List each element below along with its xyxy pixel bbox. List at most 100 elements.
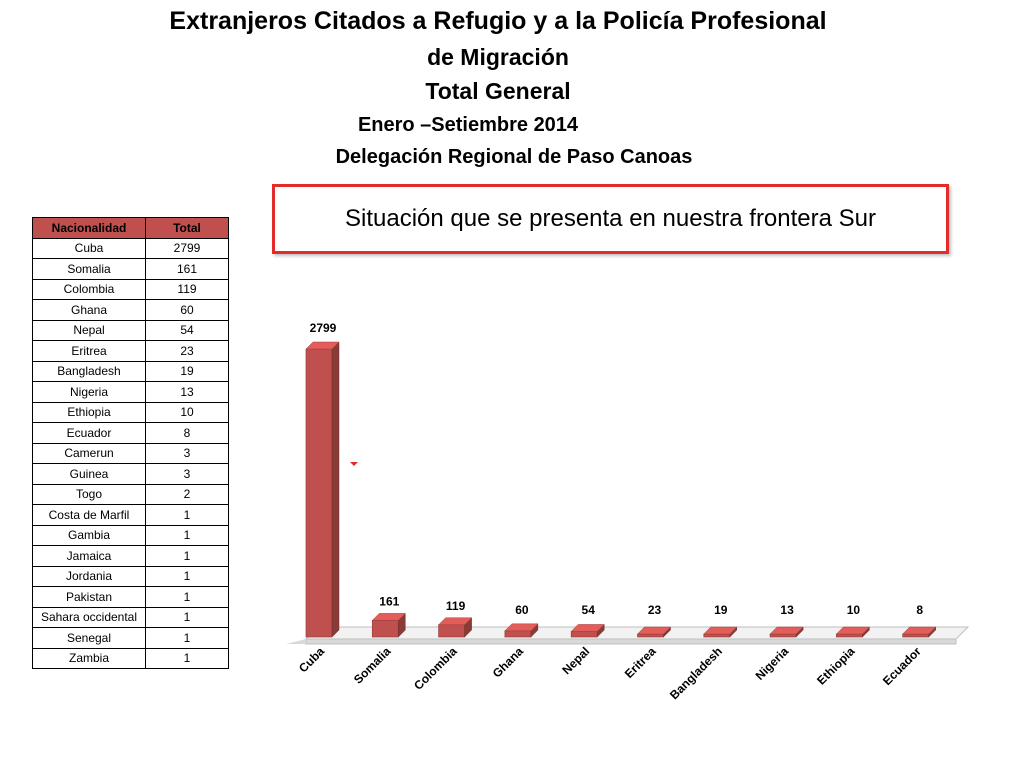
cell-nacionalidad: Camerun [32, 442, 146, 464]
cell-total: 60 [145, 299, 229, 321]
cell-nacionalidad: Somalia [32, 258, 146, 280]
bar-top [371, 613, 406, 621]
category-label-bangladesh: Bangladesh [667, 644, 725, 702]
category-label-nigeria: Nigeria [753, 644, 792, 683]
chart-bars [305, 341, 937, 638]
cell-total: 161 [145, 258, 229, 280]
data-label-eritrea: 23 [648, 603, 662, 617]
bar-ethiopia [835, 626, 871, 638]
data-label-ecuador: 8 [916, 603, 923, 617]
bar-nepal [570, 623, 605, 638]
header-total: Total [145, 217, 229, 239]
bar-front [438, 624, 465, 638]
floor-front [305, 638, 957, 645]
floor-edge [286, 639, 306, 644]
table-row: Costa de Marfil 1 [32, 504, 229, 526]
marker-triangle-shape [350, 462, 358, 466]
bar-cuba [305, 341, 340, 638]
cell-nacionalidad: Bangladesh [32, 360, 146, 382]
table-body: Cuba 2799 Somalia 161 Colombia 119 Ghana 60 Nepa… [32, 237, 229, 669]
table-row: Ethiopia 10 [32, 401, 229, 423]
title-line-2: de Migración [427, 44, 569, 70]
bar-front [769, 633, 797, 638]
marker-triangle [350, 462, 358, 466]
data-label-ethiopia: 10 [847, 603, 861, 617]
cell-total: 19 [145, 360, 229, 382]
table-row: Gambia 1 [32, 524, 229, 546]
bar-ghana [504, 623, 539, 638]
bar-top [902, 626, 937, 635]
data-label-cuba: 2799 [310, 321, 337, 335]
table-row: Bangladesh 19 [32, 360, 229, 382]
category-label-ecuador: Ecuador [880, 644, 924, 688]
category-label-colombia: Colombia [411, 644, 460, 693]
table-header-row: Nacionalidad Total [32, 217, 229, 239]
table-row: Jamaica 1 [32, 545, 229, 567]
chart-category-labels: Cuba Somalia Colombia Ghana Nepal Eritrea Bang… [296, 644, 924, 702]
bar-top [504, 623, 539, 632]
date-range-text: Enero –Setiembre 2014 [357, 114, 579, 136]
table-row: Colombia 119 [32, 278, 229, 300]
data-label-colombia: 119 [446, 599, 466, 613]
bar-top [570, 624, 605, 632]
table-row: Camerun 3 [32, 442, 229, 464]
cell-total: 23 [145, 340, 229, 362]
bar-front [305, 348, 333, 638]
date-range: Enero –Setiembre 2014 [0, 112, 1010, 138]
cell-nacionalidad: Gambia [32, 524, 146, 546]
cell-nacionalidad: Pakistan [32, 586, 146, 608]
data-label-ghana: 60 [515, 603, 529, 617]
table-row: Ecuador 8 [32, 422, 229, 444]
table-row: Eritrea 23 [32, 340, 229, 362]
table-row: Sahara occidental 1 [32, 606, 229, 628]
bar-ecuador [902, 626, 937, 638]
table-row: Somalia 161 [32, 258, 229, 280]
cell-total: 1 [145, 647, 229, 669]
cell-nacionalidad: Colombia [32, 278, 146, 300]
cell-nacionalidad: Ethiopia [32, 401, 146, 423]
data-label-somalia: 161 [379, 594, 399, 608]
bar-front [836, 633, 863, 638]
data-label-nigeria: 13 [780, 603, 794, 617]
bar-top [437, 617, 473, 626]
title-line-1: Extranjeros Citados a Refugio y a la Pol… [169, 7, 827, 35]
category-label-ghana: Ghana [490, 644, 527, 681]
bar-top [835, 626, 871, 635]
bar-front [504, 630, 532, 638]
callout-text: Situación que se presenta en nuestra fro… [345, 205, 876, 232]
category-label-somalia: Somalia [351, 644, 394, 687]
delegation-name: Delegación Regional de Paso Canoas [335, 146, 693, 168]
chart-data-labels: 2799 161 119 60 54 23 19 13 10 8 [310, 321, 924, 617]
bar-front [703, 633, 731, 638]
callout-box: Situación que se presenta en nuestra fro… [272, 184, 949, 254]
cell-nacionalidad: Eritrea [32, 340, 146, 362]
table-row: Togo 2 [32, 483, 229, 505]
category-label-eritrea: Eritrea [622, 644, 659, 681]
bar-top [305, 341, 340, 350]
cell-nacionalidad: Sahara occidental [32, 606, 146, 628]
table-row: Nepal 54 [32, 319, 229, 341]
bar-front [902, 633, 930, 638]
bar-bangladesh [703, 626, 738, 638]
bar-front [371, 620, 399, 638]
bar-colombia [437, 617, 473, 638]
cell-nacionalidad: Costa de Marfil [32, 504, 146, 526]
category-label-cuba: Cuba [296, 644, 327, 675]
bar-front [637, 633, 664, 638]
header-nacionalidad: Nacionalidad [32, 217, 146, 239]
bar-front [570, 631, 598, 638]
bar-top [636, 626, 672, 635]
category-label-nepal: Nepal [559, 644, 592, 677]
data-label-nepal: 54 [582, 603, 596, 617]
title-line-3: Total General [425, 78, 571, 104]
category-label-ethiopia: Ethiopia [814, 644, 858, 688]
table-row: Zambia 1 [32, 647, 229, 669]
bar-side [331, 341, 340, 638]
bar-somalia [371, 612, 406, 638]
bar-eritrea [636, 626, 672, 638]
bar-nigeria [769, 626, 804, 638]
data-label-bangladesh: 19 [714, 603, 728, 617]
nationality-table: Nacionalidad Total Cuba 2799 Somalia 161 Col… [32, 217, 229, 669]
bar-top [769, 626, 804, 635]
